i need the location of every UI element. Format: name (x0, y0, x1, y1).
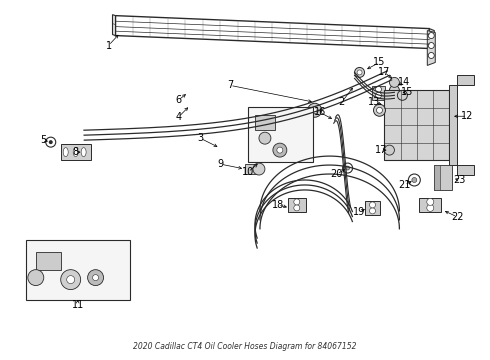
Text: 1: 1 (105, 41, 112, 50)
Text: 14: 14 (398, 77, 411, 87)
Ellipse shape (81, 148, 86, 157)
Circle shape (376, 107, 383, 113)
Text: 8: 8 (73, 147, 79, 157)
Circle shape (253, 163, 265, 175)
Bar (371, 86, 386, 100)
Circle shape (93, 275, 98, 280)
Bar (419, 198, 441, 212)
Circle shape (345, 166, 349, 170)
Polygon shape (429, 28, 434, 49)
Circle shape (428, 32, 434, 39)
Circle shape (428, 42, 434, 49)
Text: 9: 9 (217, 159, 223, 169)
Circle shape (311, 107, 318, 114)
Text: 16: 16 (314, 107, 326, 117)
Circle shape (397, 90, 407, 100)
Circle shape (277, 147, 283, 153)
Ellipse shape (63, 148, 68, 157)
Circle shape (369, 208, 375, 214)
Text: 17: 17 (375, 145, 388, 155)
Circle shape (385, 145, 394, 155)
Circle shape (88, 270, 103, 285)
Circle shape (427, 198, 434, 206)
Circle shape (390, 85, 399, 95)
Circle shape (49, 140, 53, 144)
Circle shape (259, 132, 271, 144)
Polygon shape (113, 15, 116, 36)
Bar (245, 164, 259, 174)
Bar (26, 240, 130, 300)
Text: 5: 5 (41, 135, 47, 145)
Circle shape (28, 270, 44, 285)
Text: 11: 11 (72, 300, 84, 310)
Circle shape (355, 67, 365, 77)
Circle shape (357, 70, 362, 75)
Bar (434, 165, 452, 190)
Circle shape (375, 86, 382, 92)
Text: 10: 10 (242, 167, 254, 177)
Circle shape (412, 177, 417, 183)
Circle shape (308, 103, 322, 117)
Bar (434, 165, 440, 190)
Text: 15: 15 (373, 58, 386, 67)
Ellipse shape (73, 148, 78, 157)
Text: 20: 20 (330, 169, 343, 179)
Circle shape (273, 143, 287, 157)
Polygon shape (449, 75, 474, 175)
Circle shape (67, 276, 74, 284)
Bar (385, 90, 449, 160)
Text: 3: 3 (197, 133, 203, 143)
Text: 21: 21 (398, 180, 411, 190)
Circle shape (294, 205, 300, 211)
Circle shape (390, 77, 399, 87)
Text: 6: 6 (175, 95, 181, 105)
Bar (249, 114, 265, 129)
Bar (255, 115, 275, 130)
Text: 15: 15 (401, 87, 414, 97)
Circle shape (369, 202, 375, 208)
Text: 13: 13 (368, 97, 381, 107)
Bar (248, 107, 313, 162)
Bar (288, 198, 306, 212)
Circle shape (375, 92, 382, 98)
Circle shape (373, 104, 386, 116)
Text: 4: 4 (175, 112, 181, 122)
Circle shape (428, 53, 434, 58)
Text: 22: 22 (451, 212, 464, 222)
Bar (36, 252, 61, 270)
Text: 2: 2 (339, 97, 345, 107)
Text: 19: 19 (353, 207, 366, 217)
Bar (61, 144, 91, 160)
Text: 23: 23 (453, 175, 466, 185)
Text: 2020 Cadillac CT4 Oil Cooler Hoses Diagram for 84067152: 2020 Cadillac CT4 Oil Cooler Hoses Diagr… (133, 342, 357, 351)
Circle shape (61, 270, 81, 289)
Circle shape (294, 199, 300, 205)
Text: 18: 18 (272, 200, 284, 210)
Text: 7: 7 (227, 80, 233, 90)
Polygon shape (427, 31, 435, 66)
Circle shape (427, 204, 434, 211)
Text: 17: 17 (378, 67, 391, 77)
Bar (365, 201, 380, 215)
Text: 12: 12 (461, 111, 473, 121)
